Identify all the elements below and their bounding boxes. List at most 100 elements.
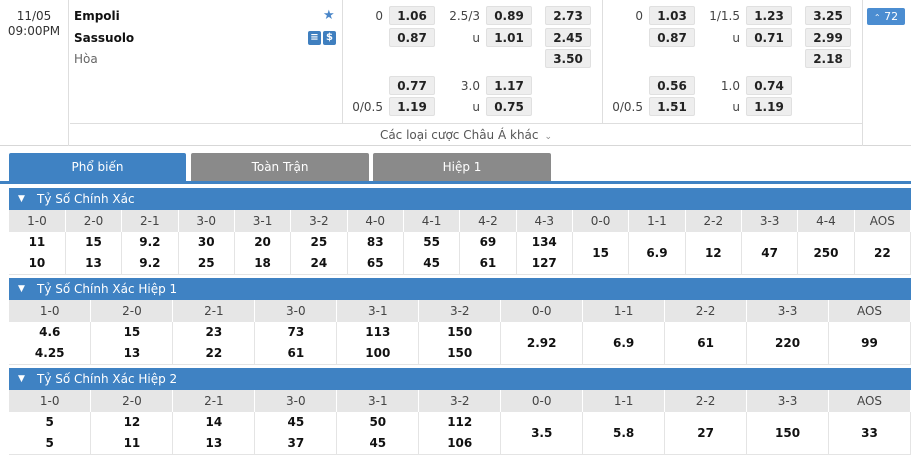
home-odds[interactable]: 112	[447, 415, 473, 429]
away-odds[interactable]: 106	[447, 436, 473, 450]
star-icon[interactable]: ★	[323, 8, 335, 23]
draw-odds[interactable]: 33	[861, 426, 878, 440]
draw-odds[interactable]: 6.9	[613, 336, 635, 350]
draw-odds[interactable]: 3.5	[531, 426, 553, 440]
correct-score-1h-header[interactable]: ▼ Tỷ Số Chính Xác Hiệp 1	[9, 278, 911, 300]
home-odds[interactable]: 23	[205, 325, 223, 339]
away-odds[interactable]: 61	[287, 346, 305, 360]
home-odds[interactable]: 69	[479, 235, 497, 249]
caret-down-icon: ▼	[18, 284, 25, 294]
home-odds[interactable]: 5	[45, 415, 54, 429]
odds-cell[interactable]: 1.19	[746, 97, 792, 116]
odds-cell[interactable]: 0.77	[389, 76, 435, 95]
away-odds[interactable]: 18	[254, 256, 271, 270]
correct-score-header[interactable]: ▼ Tỷ Số Chính Xác	[9, 188, 911, 210]
draw-odds[interactable]: 12	[704, 246, 722, 260]
more-markets-button[interactable]: ⌃ 72	[867, 8, 905, 25]
away-odds[interactable]: 45	[423, 256, 440, 270]
away-odds[interactable]: 65	[366, 256, 384, 270]
away-odds[interactable]: 150	[447, 346, 473, 360]
draw-odds[interactable]: 220	[775, 336, 801, 350]
odds-cell[interactable]: 1.23	[746, 6, 792, 25]
away-odds[interactable]: 24	[310, 256, 328, 270]
odds-cell[interactable]: 1.01	[486, 28, 532, 47]
away-odds[interactable]: 22	[205, 346, 223, 360]
odds-cell[interactable]: 0.87	[389, 28, 435, 47]
score-header: 3-1	[336, 300, 420, 322]
draw-odds[interactable]: 61	[697, 336, 714, 350]
draw-odds[interactable]: 27	[697, 426, 714, 440]
home-odds[interactable]: 15	[123, 325, 141, 339]
more-asian-bets-toggle[interactable]: Các loại cược Châu Á khác ⌄	[70, 123, 862, 146]
odds-cell[interactable]: 0.71	[746, 28, 792, 47]
tab-first-half[interactable]: Hiệp 1	[373, 153, 551, 181]
odds-cell[interactable]: 1.19	[389, 97, 435, 116]
away-odds[interactable]: 10	[28, 256, 46, 270]
odds-cell[interactable]: 2.18	[805, 49, 851, 68]
draw-odds[interactable]: 6.9	[646, 246, 668, 260]
dollar-icon[interactable]: $	[323, 31, 336, 45]
correct-score-2h-header[interactable]: ▼ Tỷ Số Chính Xác Hiệp 2	[9, 368, 911, 390]
home-odds[interactable]: 25	[310, 235, 328, 249]
away-team[interactable]: Sassuolo	[74, 31, 135, 45]
tab-full-time[interactable]: Toàn Trận	[191, 153, 369, 181]
away-odds[interactable]: 4.25	[34, 346, 65, 360]
home-odds[interactable]: 4.6	[39, 325, 61, 339]
away-odds[interactable]: 11	[123, 436, 141, 450]
away-odds[interactable]: 9.2	[139, 256, 161, 270]
tab-popular[interactable]: Phổ biến	[9, 153, 186, 184]
home-odds[interactable]: 83	[366, 235, 384, 249]
odds-cell[interactable]: 1.51	[649, 97, 695, 116]
draw-odds[interactable]: 250	[813, 246, 839, 260]
odds-cell[interactable]: 3.25	[805, 6, 851, 25]
odds-cell[interactable]: 3.50	[545, 49, 591, 68]
draw-odds[interactable]: 2.92	[526, 336, 557, 350]
home-odds[interactable]: 14	[205, 415, 223, 429]
home-odds[interactable]: 30	[197, 235, 215, 249]
odds-cell[interactable]: 1.17	[486, 76, 532, 95]
draw-odds[interactable]: 5.8	[613, 426, 635, 440]
odds-cell[interactable]: 0.87	[649, 28, 695, 47]
home-odds[interactable]: 113	[365, 325, 391, 339]
draw-odds[interactable]: 99	[861, 336, 878, 350]
away-odds[interactable]: 37	[287, 436, 305, 450]
odds-cell[interactable]: 2.99	[805, 28, 851, 47]
odds-cell[interactable]: 1.06	[389, 6, 435, 25]
home-odds[interactable]: 50	[369, 415, 387, 429]
stats-icon[interactable]: ≡	[308, 31, 321, 45]
home-team[interactable]: Empoli	[74, 9, 120, 23]
home-odds[interactable]: 73	[287, 325, 305, 339]
away-odds[interactable]: 25	[197, 256, 215, 270]
odds-cell[interactable]: 2.45	[545, 28, 591, 47]
odds-cell[interactable]: 0.75	[486, 97, 532, 116]
odds-cell[interactable]: 0.74	[746, 76, 792, 95]
odds-cell[interactable]: 0.56	[649, 76, 695, 95]
home-odds[interactable]: 9.2	[139, 235, 161, 249]
ou-under-label: u	[732, 31, 740, 45]
away-odds[interactable]: 100	[365, 346, 391, 360]
home-odds[interactable]: 20	[254, 235, 271, 249]
odds-cell[interactable]: 0.89	[486, 6, 532, 25]
away-odds[interactable]: 13	[85, 256, 102, 270]
away-odds[interactable]: 13	[123, 346, 141, 360]
home-odds[interactable]: 55	[423, 235, 440, 249]
home-odds[interactable]: 11	[28, 235, 46, 249]
draw-odds[interactable]: 47	[761, 246, 778, 260]
away-odds[interactable]: 13	[205, 436, 223, 450]
score-header: AOS	[854, 210, 911, 232]
home-odds[interactable]: 150	[447, 325, 473, 339]
draw-odds[interactable]: 22	[873, 246, 891, 260]
draw-odds[interactable]: 150	[775, 426, 801, 440]
ou-line: 1/1.5	[709, 9, 740, 23]
home-odds[interactable]: 15	[85, 235, 102, 249]
odds-cell[interactable]: 1.03	[649, 6, 695, 25]
away-odds[interactable]: 5	[45, 436, 54, 450]
away-odds[interactable]: 127	[531, 256, 557, 270]
odds-cell[interactable]: 2.73	[545, 6, 591, 25]
home-odds[interactable]: 45	[287, 415, 305, 429]
home-odds[interactable]: 134	[531, 235, 557, 249]
draw-odds[interactable]: 15	[592, 246, 609, 260]
away-odds[interactable]: 45	[369, 436, 387, 450]
away-odds[interactable]: 61	[479, 256, 497, 270]
home-odds[interactable]: 12	[123, 415, 141, 429]
